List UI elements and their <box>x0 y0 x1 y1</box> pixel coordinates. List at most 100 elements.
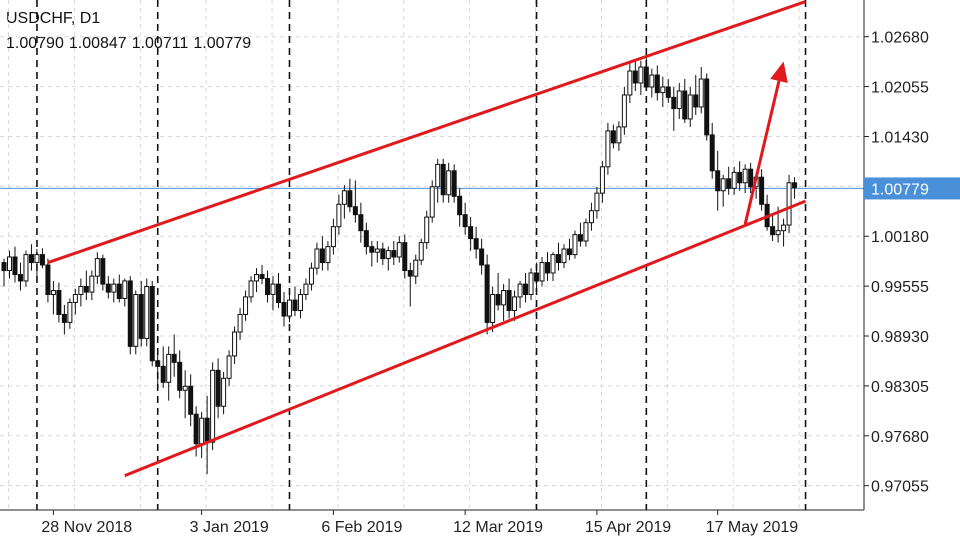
candle-body-bear <box>160 365 166 383</box>
candle-body-bear <box>726 178 732 189</box>
price-axis-label: 1.02680 <box>871 30 929 47</box>
candle-body-bear <box>506 290 512 311</box>
price-axis[interactable]: 1.02680 1.02055 1.01430 1.00180 0.99555 0.989… <box>864 30 929 496</box>
candle-body-bull <box>330 226 336 248</box>
candle-body-bear <box>610 130 616 144</box>
candle-body-bear <box>484 264 490 323</box>
candle-body-bull <box>583 222 589 242</box>
time-axis-label: 12 Mar 2019 <box>453 519 543 536</box>
candle-body-bear <box>671 96 677 110</box>
candle-body-bull <box>435 163 441 188</box>
candle-body-bear <box>276 283 281 303</box>
candle-body-bear <box>407 270 413 277</box>
price-axis-label: 1.00180 <box>871 229 929 246</box>
price-axis-label: 0.97055 <box>871 479 929 496</box>
candle-body-bear <box>632 70 638 84</box>
candle-body-bull <box>237 313 243 333</box>
price-axis-label: 1.01430 <box>871 129 929 146</box>
candle-body-bull <box>314 248 320 269</box>
candle-body-bear <box>352 206 358 216</box>
candle-body-bear <box>127 280 133 347</box>
candle-body-bear <box>715 170 721 192</box>
candle-body-bear <box>534 272 540 282</box>
candle-body-bear <box>39 254 45 266</box>
candle-body-bull <box>429 186 435 218</box>
candle-body-bull <box>199 417 205 445</box>
candle-body-bear <box>363 230 369 248</box>
candle-body-bear <box>462 214 468 228</box>
candle-body-bear <box>149 286 155 362</box>
candle-body-bull <box>621 94 627 128</box>
candle-body-bear <box>555 254 561 264</box>
candle-body-bear <box>643 66 649 88</box>
candle-body-bull <box>424 216 430 244</box>
candle-body-bull <box>374 248 380 253</box>
candle-body-bull <box>94 258 100 277</box>
forecast-arrowhead-icon <box>770 61 788 83</box>
candle-body-bull <box>731 171 737 189</box>
forecast-arrow-shaft <box>743 80 781 225</box>
candle-body-bull <box>599 166 605 194</box>
candle-series <box>1 55 798 475</box>
candle-body-bull <box>78 286 84 296</box>
candle-body-bull <box>660 86 666 94</box>
current-price-badge <box>864 177 960 200</box>
candle-body-bear <box>369 246 375 253</box>
candle-body-bear <box>479 248 485 266</box>
candle-body-bear <box>188 385 194 415</box>
candle-body-bull <box>325 246 331 264</box>
candle-body-bear <box>451 170 457 197</box>
candle-body-bull <box>226 355 232 379</box>
candle-body-bull <box>182 385 188 391</box>
candle-body-bear <box>457 195 463 216</box>
candle-body-bull <box>303 283 309 296</box>
time-axis-label: 3 Jan 2019 <box>190 519 269 536</box>
candle-body-bear <box>391 250 397 258</box>
candle-body-bear <box>12 256 18 276</box>
candle-body-bear <box>495 294 501 306</box>
ohlc-low: 1.00711 <box>131 35 189 52</box>
candle-body-bear <box>28 254 34 264</box>
candle-body-bull <box>627 70 633 96</box>
candle-body-bear <box>770 226 776 236</box>
candle-body-bear <box>155 360 161 367</box>
candle-body-bear <box>737 171 743 184</box>
ohlc-high: 1.00847 <box>68 35 127 52</box>
time-axis[interactable]: 28 Nov 2018 3 Jan 2019 6 Feb 2019 12 Mar 20… <box>41 510 798 536</box>
candle-body-bull <box>23 254 29 282</box>
candle-body-bear <box>100 258 106 285</box>
candle-body-bull <box>418 242 424 261</box>
price-axis-label: 1.02055 <box>871 80 929 97</box>
period-separators <box>0 0 864 510</box>
candle-body-bear <box>105 283 111 293</box>
candle-body-bull <box>248 280 254 298</box>
candle-body-bull <box>649 74 655 88</box>
candle-body-bear <box>682 90 688 120</box>
candle-body-bull <box>517 283 523 298</box>
candle-body-bull <box>166 353 172 383</box>
candle-body-bull <box>144 286 150 339</box>
candle-body-bull <box>742 168 748 184</box>
candle-body-bear <box>193 413 199 445</box>
candle-body-bull <box>232 331 238 357</box>
candle-body-bull <box>286 299 292 317</box>
candle-body-bull <box>594 192 600 212</box>
candle-body-bear <box>402 242 408 272</box>
candle-body-bull <box>210 369 216 443</box>
candle-body-bull <box>616 126 622 144</box>
candle-body-bear <box>693 94 699 108</box>
candle-body-bull <box>781 224 787 232</box>
candle-body-bear <box>440 163 446 196</box>
candle-body-bear <box>319 248 325 264</box>
candle-body-bull <box>539 262 545 282</box>
ohlc-readout: 1.00790 1.00847 1.00711 1.00779 <box>6 35 256 53</box>
ohlc-open: 1.00790 <box>6 35 64 52</box>
candle-body-bear <box>1 262 7 272</box>
candle-body-bull <box>775 230 781 236</box>
time-axis-label: 28 Nov 2018 <box>41 519 132 536</box>
candle-body-bull <box>720 178 726 192</box>
candle-body-bull <box>446 170 452 196</box>
candle-body-bear <box>56 290 62 315</box>
price-axis-label: 0.97680 <box>871 429 929 446</box>
